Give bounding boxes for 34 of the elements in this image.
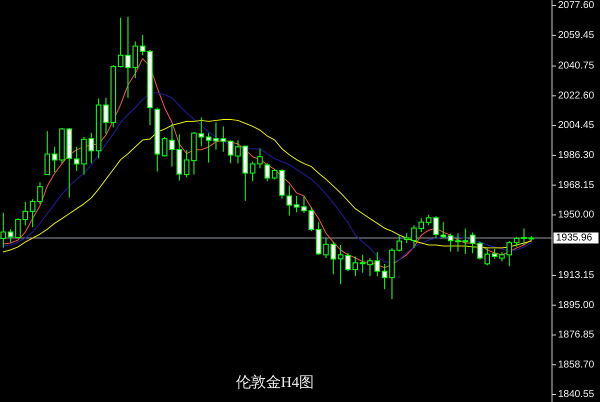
candlestick — [374, 252, 380, 277]
y-tick-label: 1858.70 — [558, 359, 595, 370]
y-tick-label: 1986.30 — [558, 150, 595, 162]
line-series — [2, 92, 532, 264]
candlestick — [132, 41, 138, 79]
candlestick — [462, 228, 468, 255]
candlestick — [88, 132, 94, 164]
y-tick-label: 1913.15 — [558, 270, 595, 282]
candlestick — [506, 240, 512, 267]
text: 伦敦金H4图 — [236, 374, 314, 391]
y-tick-label: 1840.55 — [558, 389, 595, 400]
candlestick — [264, 162, 270, 182]
candlestick — [198, 116, 204, 147]
candlestick — [286, 184, 292, 216]
ref-line-label: 1935.96 — [556, 232, 593, 244]
candlestick — [220, 126, 226, 152]
y-tick-label: 1876.85 — [558, 330, 595, 341]
candlestick — [22, 201, 28, 226]
candlestick — [396, 234, 402, 252]
candlestick — [418, 218, 424, 233]
y-tick-label: 2059.45 — [558, 30, 595, 41]
candlestick — [330, 241, 336, 275]
y-tick-label: 2022.60 — [558, 90, 595, 102]
y-tick-label: 2040.75 — [558, 60, 595, 72]
y-tick-label: 1895.00 — [558, 300, 595, 311]
candlestick — [440, 222, 446, 239]
candlestick — [484, 248, 490, 266]
y-tick-label: 1950.00 — [558, 210, 595, 221]
candlestick — [44, 130, 50, 176]
candlestick — [352, 256, 358, 277]
y-tick-label: 2004.45 — [558, 120, 595, 132]
candlestick — [308, 206, 314, 232]
y-tick-label: 1968.15 — [558, 180, 595, 191]
y-tick-label: 2077.60 — [558, 0, 595, 12]
